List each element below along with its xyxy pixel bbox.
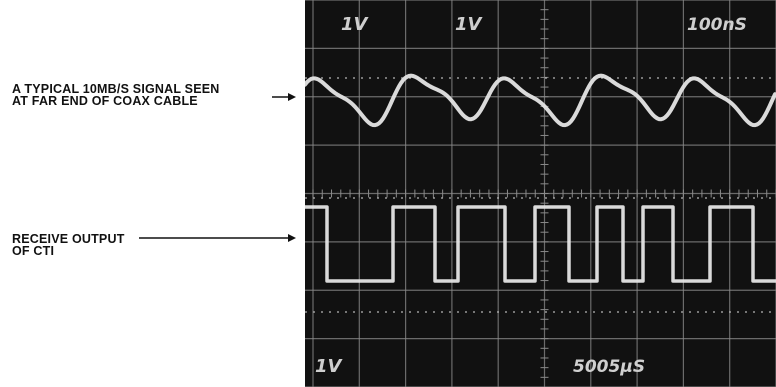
signal-label-line-1: A TYPICAL 10MB/S SIGNAL SEEN bbox=[12, 82, 220, 96]
signal-label-line-2: AT FAR END OF COAX CABLE bbox=[12, 94, 198, 108]
bottom-scale-readout: 1V bbox=[315, 356, 344, 377]
output-label-line-1: RECEIVE OUTPUT bbox=[12, 232, 125, 246]
annotation-arrows bbox=[139, 93, 296, 242]
output-label: RECEIVE OUTPUT OF CTI bbox=[12, 232, 125, 258]
output-label-line-2: OF CTI bbox=[12, 244, 55, 258]
output-arrow bbox=[139, 234, 296, 242]
graticule bbox=[305, 0, 776, 387]
digital-output-trace bbox=[305, 205, 776, 283]
ch2-scale-readout: 1V bbox=[455, 14, 484, 35]
analog-signal-trace bbox=[305, 73, 776, 128]
signal-arrow bbox=[272, 93, 296, 101]
oscilloscope-display: 1V 1V 100nS 1V 5005μS bbox=[305, 0, 776, 387]
annotations: A TYPICAL 10MB/S SIGNAL SEEN AT FAR END … bbox=[0, 0, 300, 387]
bottom-time-readout: 5005μS bbox=[573, 357, 645, 377]
ch1-scale-readout: 1V bbox=[341, 14, 370, 35]
timebase-readout: 100nS bbox=[687, 15, 747, 35]
signal-label: A TYPICAL 10MB/S SIGNAL SEEN AT FAR END … bbox=[12, 82, 220, 108]
traces bbox=[305, 73, 776, 283]
oscilloscope-screen: 1V 1V 100nS 1V 5005μS bbox=[305, 0, 776, 387]
